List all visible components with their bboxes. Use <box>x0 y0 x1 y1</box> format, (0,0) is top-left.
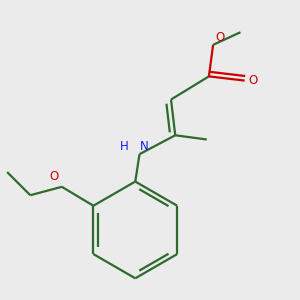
Text: O: O <box>248 74 257 87</box>
Text: O: O <box>49 170 58 183</box>
Text: N: N <box>140 140 148 153</box>
Text: H: H <box>120 140 129 153</box>
Text: O: O <box>215 31 224 44</box>
